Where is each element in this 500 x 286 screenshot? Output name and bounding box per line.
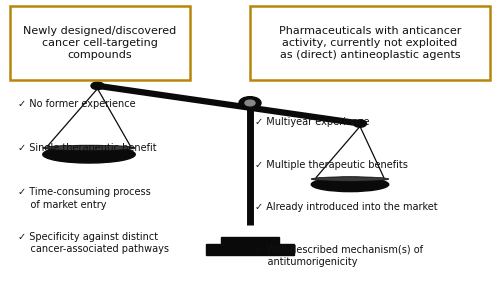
Bar: [206, 244, 294, 255]
Bar: [221, 237, 279, 244]
Circle shape: [239, 97, 261, 109]
Ellipse shape: [311, 177, 389, 181]
Text: ✓ Time-consuming process
    of market entry: ✓ Time-consuming process of market entry: [18, 187, 150, 210]
Circle shape: [245, 100, 255, 106]
Ellipse shape: [43, 146, 135, 163]
Circle shape: [91, 82, 104, 90]
Text: ✓ Single therapeutic benefit: ✓ Single therapeutic benefit: [18, 143, 156, 153]
Text: ✓ Multiple therapeutic benefits: ✓ Multiple therapeutic benefits: [255, 160, 408, 170]
FancyBboxPatch shape: [10, 6, 190, 80]
Text: ✓ Well-described mechanism(s) of
    antitumorigenicity: ✓ Well-described mechanism(s) of antitum…: [255, 244, 423, 267]
Circle shape: [354, 120, 366, 127]
Text: Pharmaceuticals with anticancer
activity, currently not exploited
as (direct) an: Pharmaceuticals with anticancer activity…: [279, 26, 461, 59]
Text: ✓ Already introduced into the market: ✓ Already introduced into the market: [255, 202, 438, 212]
Text: ✓ Specificity against distinct
    cancer-associated pathways: ✓ Specificity against distinct cancer-as…: [18, 232, 169, 254]
Ellipse shape: [43, 145, 135, 151]
Text: ✓ No former experience: ✓ No former experience: [18, 99, 135, 109]
Ellipse shape: [311, 177, 389, 192]
Text: ✓ Multiyear experience: ✓ Multiyear experience: [255, 117, 370, 127]
FancyBboxPatch shape: [250, 6, 490, 80]
Text: Newly designed/discovered
cancer cell-targeting
compounds: Newly designed/discovered cancer cell-ta…: [24, 26, 176, 59]
